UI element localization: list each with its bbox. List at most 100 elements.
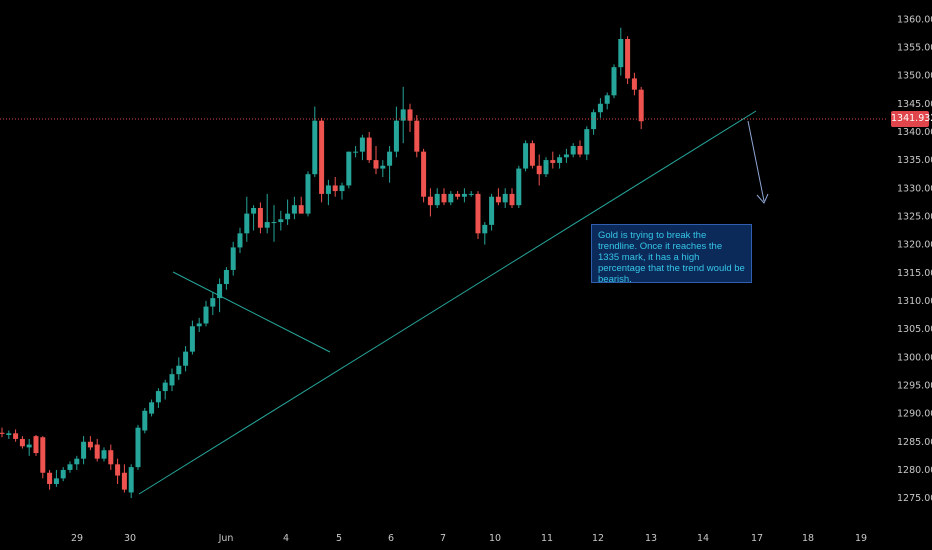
candle-down[interactable]	[19, 438, 25, 447]
candle-up[interactable]	[584, 129, 590, 155]
candle-up[interactable]	[339, 185, 345, 192]
candle-up[interactable]	[557, 157, 563, 163]
candle-down[interactable]	[421, 151, 427, 197]
candle-down[interactable]	[441, 193, 447, 203]
candle-down[interactable]	[319, 120, 325, 194]
candle-up[interactable]	[563, 154, 569, 158]
candle-down[interactable]	[638, 89, 644, 122]
candle-up[interactable]	[387, 151, 393, 166]
candle-up[interactable]	[604, 95, 610, 104]
candle-down[interactable]	[94, 444, 100, 459]
candle-up[interactable]	[278, 219, 284, 223]
candle-down[interactable]	[577, 146, 583, 155]
candle-up[interactable]	[251, 207, 257, 214]
candle-up[interactable]	[264, 222, 270, 228]
candle-down[interactable]	[40, 437, 46, 473]
candle-up[interactable]	[6, 433, 12, 436]
candle-up[interactable]	[591, 112, 597, 130]
candle-up[interactable]	[210, 298, 216, 307]
candle-up[interactable]	[482, 224, 488, 234]
candle-up[interactable]	[74, 458, 80, 465]
candle-up[interactable]	[26, 444, 32, 448]
candle-down[interactable]	[366, 137, 372, 161]
candle-down[interactable]	[495, 196, 501, 203]
candle-up[interactable]	[81, 441, 87, 459]
candle-down[interactable]	[115, 464, 121, 476]
candle-up[interactable]	[618, 38, 624, 68]
candle-up[interactable]	[169, 374, 175, 386]
candle-up[interactable]	[570, 146, 576, 155]
candle-down[interactable]	[631, 78, 637, 90]
annotation-callout[interactable]: Gold is trying to break the trendline. O…	[591, 224, 752, 285]
candle-down[interactable]	[475, 193, 481, 234]
candle-up[interactable]	[196, 323, 202, 327]
candle-down[interactable]	[550, 160, 556, 163]
candle-up[interactable]	[176, 365, 182, 375]
candle-up[interactable]	[434, 193, 440, 206]
candle-down[interactable]	[108, 450, 114, 465]
candle-up[interactable]	[489, 196, 495, 225]
candle-up[interactable]	[502, 193, 508, 203]
candle-up[interactable]	[271, 222, 277, 224]
candle-up[interactable]	[223, 269, 229, 285]
candle-up[interactable]	[162, 382, 168, 392]
candle-up[interactable]	[468, 193, 474, 195]
candle-down[interactable]	[407, 109, 413, 121]
candle-down[interactable]	[509, 193, 515, 206]
candle-up[interactable]	[237, 233, 243, 248]
candle-up[interactable]	[203, 306, 209, 324]
candle-up[interactable]	[142, 410, 148, 431]
candle-up[interactable]	[448, 193, 454, 203]
candle-up[interactable]	[353, 151, 359, 153]
candle-down[interactable]	[13, 433, 19, 439]
candle-up[interactable]	[183, 351, 189, 366]
candle-up[interactable]	[516, 168, 522, 206]
candle-up[interactable]	[523, 143, 529, 169]
candle-down[interactable]	[373, 160, 379, 169]
candle-up[interactable]	[597, 103, 603, 113]
candle-down[interactable]	[529, 143, 535, 166]
candle-up[interactable]	[312, 120, 318, 175]
candle-down[interactable]	[414, 120, 420, 152]
candle-up[interactable]	[325, 185, 331, 194]
candle-up[interactable]	[101, 450, 107, 459]
candle-up[interactable]	[393, 120, 399, 152]
candle-up[interactable]	[244, 213, 250, 234]
candle-down[interactable]	[455, 193, 461, 197]
candle-down[interactable]	[33, 436, 39, 454]
candle-up[interactable]	[149, 402, 155, 414]
candle-up[interactable]	[543, 160, 549, 175]
candle-up[interactable]	[135, 427, 141, 468]
candle-up[interactable]	[359, 137, 365, 152]
candle-up[interactable]	[380, 165, 386, 169]
candle-up[interactable]	[189, 326, 195, 352]
price-axis[interactable]: 1360.000 1355.000 1350.000 1345.000 1340.000…	[897, 14, 932, 504]
candle-up[interactable]	[461, 193, 467, 197]
candle-up[interactable]	[400, 109, 406, 121]
candle-down[interactable]	[121, 472, 127, 490]
candle-up[interactable]	[285, 213, 291, 220]
candle-up[interactable]	[217, 284, 223, 299]
candle-up[interactable]	[346, 151, 352, 186]
candle-up[interactable]	[611, 67, 617, 96]
candle-down[interactable]	[625, 38, 631, 79]
candle-up[interactable]	[230, 247, 236, 270]
candle-down[interactable]	[0, 432, 5, 434]
candle-down[interactable]	[536, 165, 542, 175]
candle-down[interactable]	[47, 472, 53, 485]
candle-up[interactable]	[67, 464, 73, 470]
candle-down[interactable]	[257, 207, 263, 228]
candle-up[interactable]	[155, 391, 161, 403]
candle-down[interactable]	[427, 196, 433, 206]
candle-up[interactable]	[53, 478, 59, 485]
candle-down[interactable]	[332, 185, 338, 192]
candle-down[interactable]	[87, 441, 93, 448]
price-tick-label: 1335.000	[897, 155, 932, 166]
candle-up[interactable]	[305, 174, 311, 214]
price-tick-label: 1350.000	[897, 71, 932, 82]
candle-up[interactable]	[60, 469, 66, 479]
time-axis[interactable]: 29 30 Jun 4 5 6 7 10 11 12 13 14 17 18 19	[71, 533, 867, 544]
candle-up[interactable]	[291, 205, 297, 214]
candle-down[interactable]	[298, 205, 304, 214]
candle-up[interactable]	[128, 467, 134, 493]
